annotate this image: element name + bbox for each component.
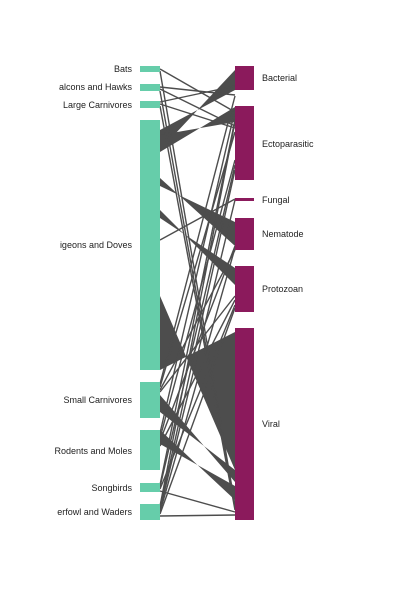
node-fungal[interactable] xyxy=(235,198,254,201)
link-falcons-bacterial xyxy=(159,86,236,96)
link-waterfowl-ecto xyxy=(159,169,236,509)
node-small-carnivores[interactable] xyxy=(140,382,160,418)
right-nodes xyxy=(235,66,254,520)
link-large-bacterial xyxy=(159,85,236,103)
node-ectoparasitic[interactable] xyxy=(235,106,254,180)
link-small-protozoan xyxy=(159,295,236,393)
label-nematode: Nematode xyxy=(262,229,304,239)
link-small-nematode xyxy=(159,249,236,391)
link-songbirds-ecto xyxy=(159,164,236,488)
label-ectoparasitic: Ectoparasitic xyxy=(262,139,314,149)
link-large-viral xyxy=(159,105,236,511)
node-bacterial[interactable] xyxy=(235,66,254,90)
link-pigeons-fungal xyxy=(159,198,236,241)
link-bats-viral xyxy=(159,70,236,506)
link-waterfowl-nematode xyxy=(159,247,236,513)
link-small-bacterial xyxy=(159,95,236,385)
link-pigeons-protozoan xyxy=(160,210,235,285)
link-waterfowl-viral xyxy=(159,514,236,517)
link-waterfowl-fungal xyxy=(159,199,236,511)
label-falcons-and-hawks: alcons and Hawks xyxy=(59,82,133,92)
label-songbirds: Songbirds xyxy=(91,483,132,493)
label-viral: Viral xyxy=(262,419,280,429)
right-labels: Bacterial Ectoparasitic Fungal Nematode … xyxy=(262,73,314,429)
label-small-carnivores: Small Carnivores xyxy=(63,395,132,405)
node-falcons-and-hawks[interactable] xyxy=(140,84,160,91)
label-bacterial: Bacterial xyxy=(262,73,297,83)
link-songbirds-bacterial xyxy=(159,119,236,486)
node-songbirds[interactable] xyxy=(140,483,160,492)
left-nodes xyxy=(140,66,160,520)
link-falcons-ecto xyxy=(159,88,236,127)
thin-links xyxy=(159,68,236,517)
label-fungal: Fungal xyxy=(262,195,290,205)
node-waterfowl-and-waders[interactable] xyxy=(140,504,160,520)
label-protozoan: Protozoan xyxy=(262,284,303,294)
label-large-carnivores: Large Carnivores xyxy=(63,100,133,110)
node-rodents-and-moles[interactable] xyxy=(140,430,160,470)
link-pigeons-viral xyxy=(160,296,235,470)
link-songbirds-viral xyxy=(159,490,236,513)
node-nematode[interactable] xyxy=(235,218,254,250)
node-viral[interactable] xyxy=(235,328,254,520)
link-waterfowl-protozoan xyxy=(159,307,236,515)
label-rodents-and-moles: Rodents and Moles xyxy=(54,446,132,456)
label-bats: Bats xyxy=(114,64,133,74)
node-bats[interactable] xyxy=(140,66,160,72)
link-pigeons-ecto xyxy=(160,107,235,152)
node-large-carnivores[interactable] xyxy=(140,101,160,108)
links-group xyxy=(159,68,236,517)
node-protozoan[interactable] xyxy=(235,266,254,312)
left-labels: Bats alcons and Hawks Large Carnivores i… xyxy=(54,64,132,517)
link-small-viral xyxy=(160,395,235,482)
label-pigeons-and-doves: igeons and Doves xyxy=(60,240,133,250)
label-waterfowl-and-waders: erfowl and Waders xyxy=(57,507,132,517)
link-rodents-bacterial xyxy=(159,109,236,434)
link-waterfowl-bacterial xyxy=(159,121,236,507)
node-pigeons-and-doves[interactable] xyxy=(140,120,160,370)
link-small-ecto xyxy=(159,131,236,388)
link-large-ecto xyxy=(159,103,236,129)
